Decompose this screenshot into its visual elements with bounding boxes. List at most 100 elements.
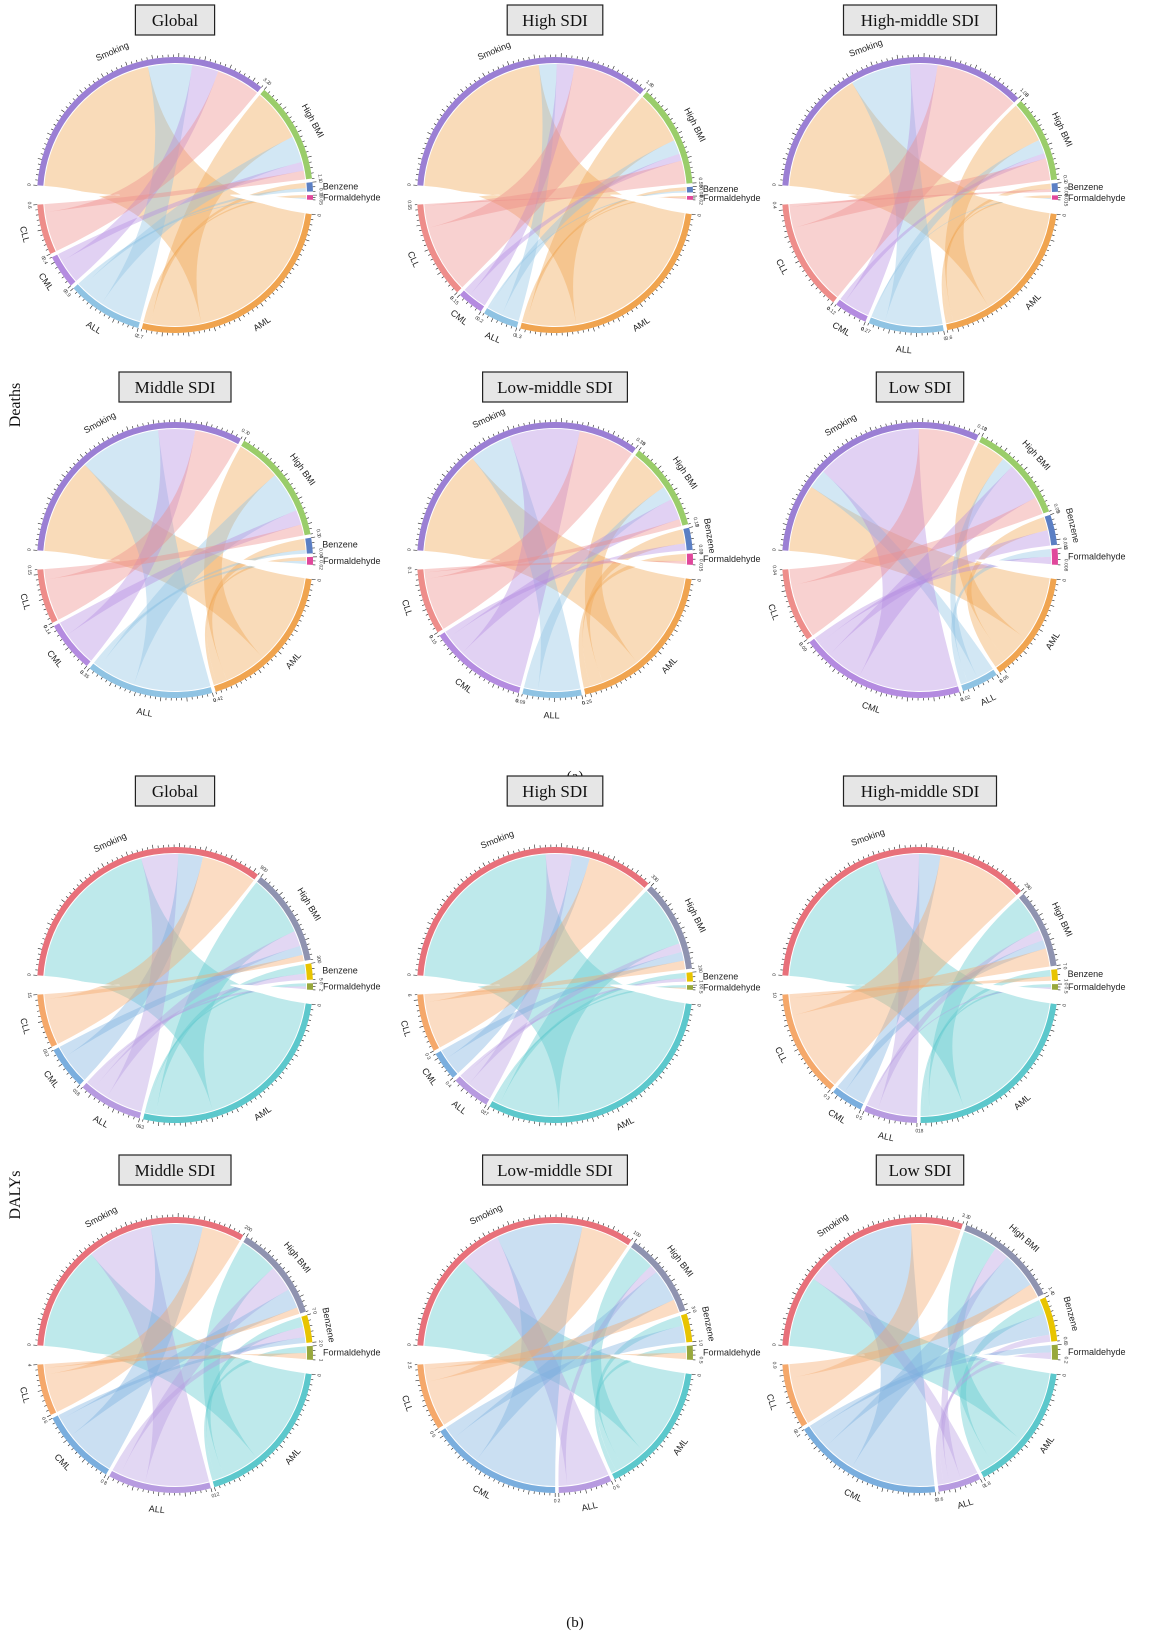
axis-tick [40, 1395, 44, 1397]
axis-tick [441, 898, 446, 902]
axis-tick [282, 280, 286, 283]
axis-tick [76, 94, 79, 97]
axis-tick [873, 1115, 875, 1118]
axis-tick [799, 265, 802, 268]
segment-arc-benzene [305, 537, 313, 554]
axis-tick [291, 267, 295, 270]
tick-label: 0 [1063, 194, 1069, 197]
axis-tick [1000, 1097, 1003, 1100]
axis-tick [46, 1041, 50, 1044]
chord-gap [415, 975, 500, 995]
axis-tick [130, 61, 133, 64]
axis-tick [643, 87, 646, 90]
axis-tick [807, 642, 810, 645]
axis-tick [996, 674, 1000, 679]
axis-tick [888, 1217, 890, 1221]
axis-tick [1030, 1436, 1034, 1439]
axis-tick [1046, 138, 1049, 140]
axis-tick [257, 872, 260, 875]
tick-label: 0 [318, 194, 324, 197]
axis-tick [856, 69, 858, 72]
axis-tick [446, 648, 450, 651]
chord-gap [610, 194, 695, 215]
tick-label: 0 [1062, 578, 1068, 582]
axis-tick [870, 689, 872, 692]
segment-arc-formaldehyde [1051, 1344, 1058, 1360]
axis-tick [136, 849, 138, 853]
axis-tick [791, 927, 795, 930]
axis-tick [297, 129, 302, 133]
axis-tick [301, 1409, 305, 1411]
axis-tick [487, 71, 490, 74]
axis-tick [810, 283, 815, 287]
axis-tick [648, 1455, 651, 1459]
axis-tick [688, 1389, 692, 1391]
axis-tick [431, 128, 434, 130]
axis-tick [65, 106, 68, 109]
ribbon-high-bmi-cml [441, 951, 684, 1059]
axis-tick [37, 953, 41, 955]
segment-arc-formaldehyde [1051, 984, 1058, 990]
axis-tick [52, 1422, 56, 1425]
axis-tick [1000, 445, 1003, 448]
axis-tick [519, 328, 521, 332]
axis-tick [686, 517, 690, 520]
axis-tick [67, 1444, 71, 1447]
tick-label: 90 [259, 865, 267, 873]
axis-tick [306, 599, 310, 602]
axis-tick [205, 846, 207, 851]
axis-tick [45, 249, 49, 251]
segment-arc-all [522, 688, 582, 698]
tick-label: 0 [772, 548, 778, 551]
axis-tick [785, 518, 789, 520]
axis-tick [968, 428, 971, 432]
axis-tick [69, 651, 72, 654]
ribbon-benzene-aml [960, 1300, 1045, 1472]
axis-tick [71, 1448, 74, 1451]
axis-tick [867, 854, 870, 857]
axis-tick [285, 901, 289, 904]
axis-tick [37, 589, 41, 591]
axis-tick [787, 1029, 790, 1032]
tick-label: 2 [317, 1340, 323, 1344]
axis-tick [673, 487, 678, 491]
axis-tick [111, 1108, 115, 1113]
axis-tick [647, 296, 651, 299]
tick-label: 0 [697, 213, 703, 217]
axis-tick [40, 153, 44, 155]
axis-tick [664, 899, 668, 902]
axis-tick [635, 306, 638, 310]
axis-tick [638, 669, 642, 674]
axis-tick [88, 1244, 91, 1247]
axis-tick [972, 322, 974, 325]
axis-tick [297, 1290, 300, 1292]
axis-tick [141, 848, 143, 851]
tick-label: 0.3 [314, 529, 321, 537]
axis-tick [285, 1436, 289, 1439]
axis-tick [995, 309, 998, 313]
axis-tick [782, 1014, 786, 1017]
segment-arc-high-bmi [1016, 100, 1058, 181]
axis-tick [76, 1084, 81, 1088]
segment-label-high-bmi: High BMI [1050, 900, 1075, 938]
axis-tick [646, 1250, 650, 1253]
axis-tick [1020, 1079, 1023, 1082]
axis-tick [1050, 937, 1055, 940]
axis-tick [246, 1233, 249, 1238]
segment-arc-high-bmi [635, 450, 689, 526]
axis-tick [37, 1390, 42, 1392]
axis-tick [306, 517, 310, 519]
axis-tick [1050, 1310, 1054, 1312]
axis-tick [301, 928, 304, 931]
axis-tick [254, 1097, 257, 1100]
tick-label: 0 [860, 326, 865, 333]
axis-tick [44, 933, 47, 935]
axis-tick [203, 1216, 206, 1221]
axis-tick [967, 689, 970, 692]
axis-tick [441, 1268, 446, 1272]
axis-tick [131, 851, 133, 854]
axis-tick [152, 844, 154, 849]
ribbon-high-bmi-cml [58, 161, 304, 262]
axis-tick [61, 474, 66, 478]
panel-title-box [134, 775, 216, 807]
